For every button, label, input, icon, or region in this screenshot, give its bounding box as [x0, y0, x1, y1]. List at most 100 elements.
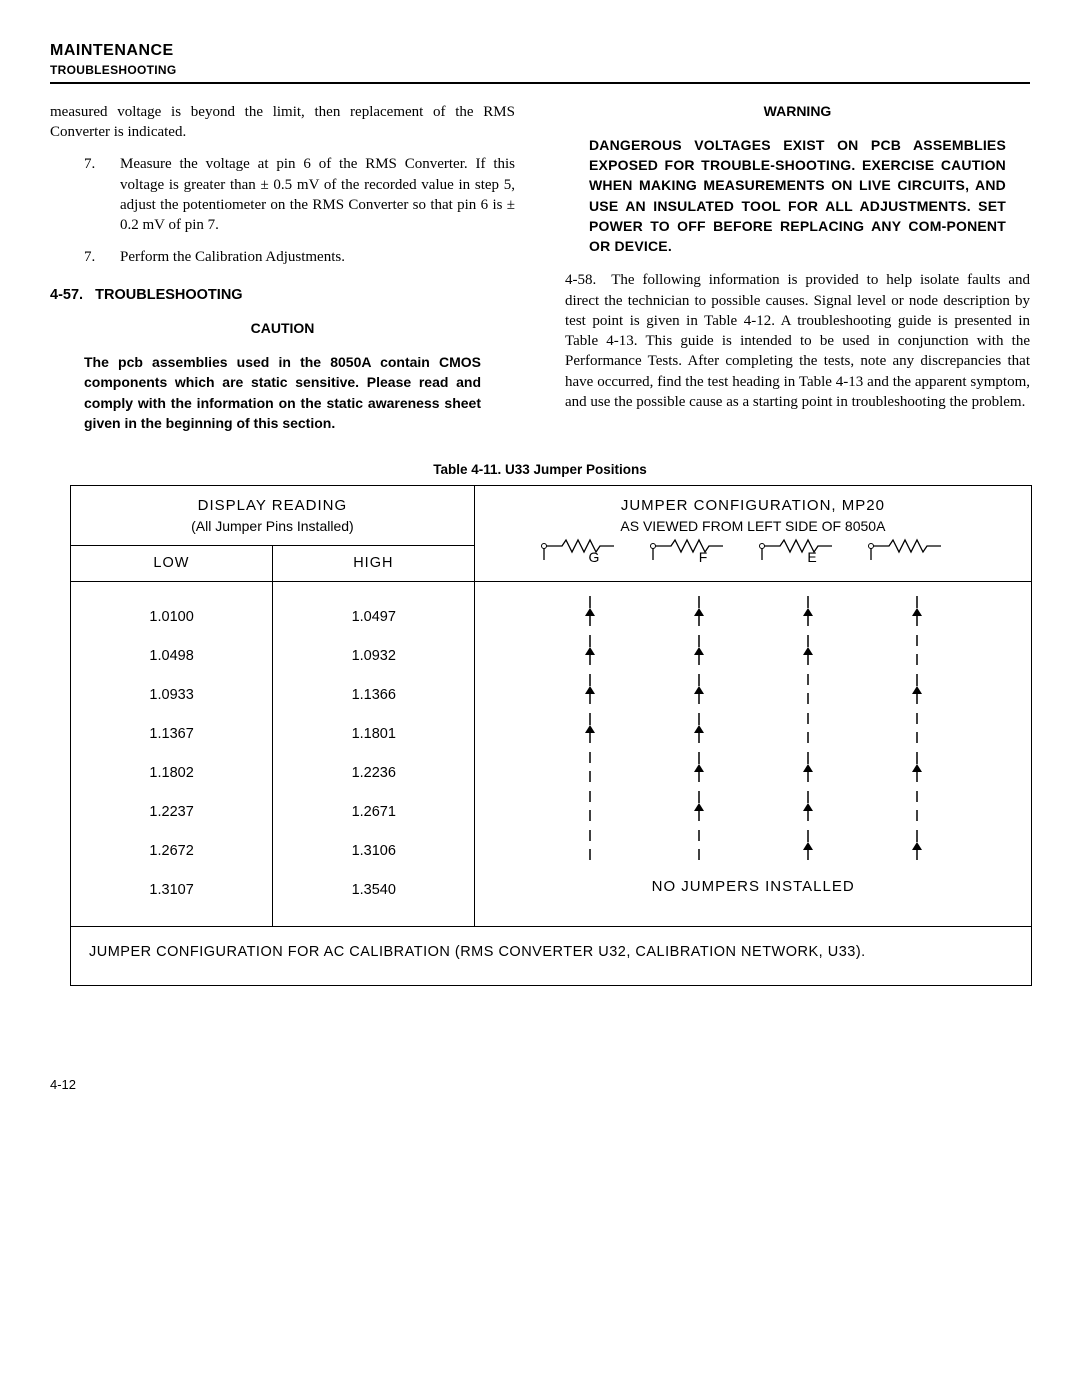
pin-label: E [792, 540, 822, 575]
low-label: LOW [71, 546, 273, 582]
para-458: 4-58. The following information is provi… [565, 270, 1030, 412]
list-item: 7. Measure the voltage at pin 6 of the R… [50, 154, 515, 235]
list-item: 7. Perform the Calibration Adjustments. [50, 247, 515, 267]
low-column: 1.01001.04981.09331.13671.18021.22371.26… [71, 582, 272, 926]
jumper-cell [684, 791, 714, 827]
jumper-installed-icon [910, 596, 924, 626]
low-value: 1.2672 [71, 832, 272, 871]
table-body: 1.01001.04981.09331.13671.18021.22371.26… [71, 581, 1031, 926]
low-value: 1.2237 [71, 793, 272, 832]
left-column: measured voltage is beyond the limit, th… [50, 102, 515, 433]
jumper-cell [902, 830, 932, 866]
jumper-installed-icon [801, 596, 815, 626]
warning-body: DANGEROUS VOLTAGES EXIST ON PCB ASSEMBLI… [589, 135, 1006, 257]
jumper-cell [684, 713, 714, 749]
table-footer: JUMPER CONFIGURATION FOR AC CALIBRATION … [71, 926, 1031, 985]
caution-heading: CAUTION [50, 319, 515, 338]
jumper-open-icon [801, 674, 815, 704]
jumper-cell [793, 791, 823, 827]
header-subtitle: TROUBLESHOOTING [50, 62, 1030, 78]
pin-label: F [683, 540, 713, 575]
resistor-icon: G [574, 540, 674, 568]
jumper-cell [793, 635, 823, 671]
low-value: 1.0100 [71, 598, 272, 637]
jumper-row [475, 633, 1031, 672]
warning-heading: WARNING [565, 102, 1030, 121]
jumper-table: DISPLAY READING (All Jumper Pins Install… [70, 485, 1032, 986]
jumper-cell [793, 674, 823, 710]
no-jumpers-label: NO JUMPERS INSTALLED [535, 877, 971, 897]
table-title: Table 4-11. U33 Jumper Positions [50, 461, 1030, 479]
jumper-cell [902, 674, 932, 710]
jumper-installed-icon [583, 596, 597, 626]
jumper-row [475, 594, 1031, 633]
page-header: MAINTENANCE TROUBLESHOOTING [50, 40, 1030, 78]
jumper-open-icon [910, 635, 924, 665]
jumper-cell [902, 791, 932, 827]
jumper-open-icon [583, 830, 597, 860]
section-num: 4-57. [50, 287, 83, 303]
jumper-installed-icon [692, 674, 706, 704]
high-value: 1.0932 [273, 637, 474, 676]
jumper-cell [902, 752, 932, 788]
table-head-left-line1: DISPLAY READING [198, 497, 348, 514]
jumper-cell [684, 674, 714, 710]
jumper-open-icon [583, 791, 597, 821]
jumper-cell [902, 596, 932, 632]
jumper-installed-icon [583, 674, 597, 704]
list-num: 7. [84, 247, 120, 267]
caution-body: The pcb assemblies used in the 8050A con… [84, 352, 481, 433]
jumper-open-icon [910, 713, 924, 743]
jumper-installed-icon [910, 830, 924, 860]
resistor-icon: E [792, 540, 892, 568]
jumper-cell [575, 791, 605, 827]
jumper-installed-icon [692, 791, 706, 821]
jumper-column: NO JUMPERS INSTALLED [474, 582, 1031, 926]
body-columns: measured voltage is beyond the limit, th… [50, 102, 1030, 433]
jumper-installed-icon [583, 635, 597, 665]
jumper-row [475, 828, 1031, 867]
high-column: 1.04971.09321.13661.18011.22361.26711.31… [272, 582, 474, 926]
low-value: 1.0933 [71, 676, 272, 715]
jumper-installed-icon [910, 752, 924, 782]
table-header-right: JUMPER CONFIGURATION, MP20 AS VIEWED FRO… [475, 486, 1031, 581]
jumper-open-icon [692, 830, 706, 860]
jumper-cell [793, 752, 823, 788]
jumper-cell [902, 635, 932, 671]
section-title: TROUBLESHOOTING [95, 287, 242, 303]
high-value: 1.3540 [273, 871, 474, 910]
table-head-right-line2: AS VIEWED FROM LEFT SIDE OF 8050A [620, 518, 885, 534]
resistor-icon [901, 540, 1001, 568]
jumper-installed-icon [801, 791, 815, 821]
jumper-row [475, 750, 1031, 789]
jumper-installed-icon [801, 752, 815, 782]
jumper-cell [793, 713, 823, 749]
list-num: 7. [84, 154, 120, 235]
jumper-installed-icon [692, 635, 706, 665]
jumper-installed-icon [583, 713, 597, 743]
high-value: 1.2671 [273, 793, 474, 832]
high-value: 1.2236 [273, 754, 474, 793]
pin-label: G [574, 540, 604, 575]
jumper-cell [575, 674, 605, 710]
table-header-left: DISPLAY READING (All Jumper Pins Install… [71, 486, 475, 581]
jumper-cell [793, 596, 823, 632]
table-header-row: DISPLAY READING (All Jumper Pins Install… [71, 486, 1031, 581]
jumper-open-icon [910, 791, 924, 821]
jumper-row [475, 711, 1031, 750]
high-value: 1.1366 [273, 676, 474, 715]
jumper-cell [575, 596, 605, 632]
page-number: 4-12 [50, 1076, 1030, 1094]
jumper-cell [793, 830, 823, 866]
low-value: 1.1367 [71, 715, 272, 754]
jumper-open-icon [583, 752, 597, 782]
jumper-cell [575, 635, 605, 671]
list-body: Measure the voltage at pin 6 of the RMS … [120, 154, 515, 235]
jumper-row [475, 789, 1031, 828]
high-label: HIGH [273, 546, 474, 582]
para-continued: measured voltage is beyond the limit, th… [50, 102, 515, 143]
jumper-installed-icon [801, 830, 815, 860]
jumper-open-icon [801, 713, 815, 743]
low-value: 1.3107 [71, 871, 272, 910]
jumper-cell [684, 752, 714, 788]
